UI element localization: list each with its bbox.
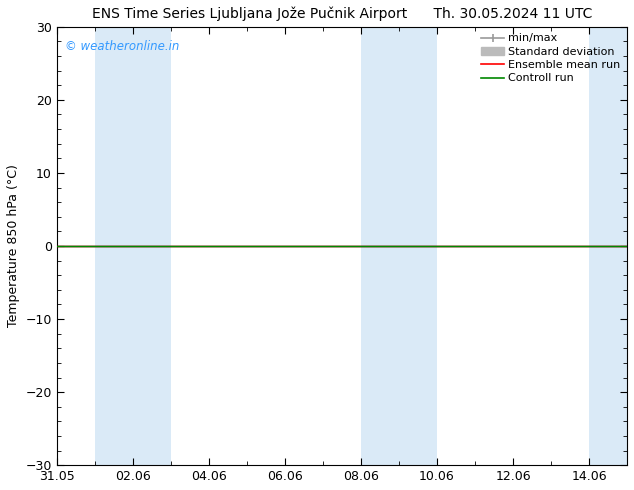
Title: ENS Time Series Ljubljana Jože Pučnik Airport      Th. 30.05.2024 11 UTC: ENS Time Series Ljubljana Jože Pučnik Ai… xyxy=(92,7,592,22)
Y-axis label: Temperature 850 hPa (°C): Temperature 850 hPa (°C) xyxy=(7,165,20,327)
Bar xyxy=(589,27,627,465)
Bar xyxy=(94,27,171,465)
Legend: min/max, Standard deviation, Ensemble mean run, Controll run: min/max, Standard deviation, Ensemble me… xyxy=(477,29,625,88)
Bar xyxy=(361,27,437,465)
Text: © weatheronline.in: © weatheronline.in xyxy=(65,40,179,53)
